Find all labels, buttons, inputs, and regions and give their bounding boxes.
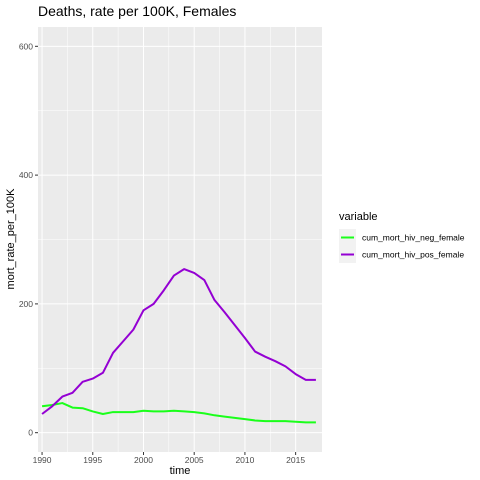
x-axis-title: time (170, 465, 191, 477)
x-tick-label: 1995 (83, 455, 102, 465)
series-line-cum_mort_hiv_neg_female (41, 402, 316, 424)
chart-title: Deaths, rate per 100K, Females (38, 3, 236, 19)
legend-title: variable (339, 211, 378, 223)
legend-label: cum_mort_hiv_neg_female (362, 233, 465, 243)
y-tick-label: 600 (19, 41, 33, 51)
y-tick-label: 0 (28, 428, 33, 438)
x-tick-label: 1990 (33, 455, 52, 465)
x-tick-label: 2010 (235, 455, 254, 465)
grid-major (38, 27, 322, 452)
x-tick-label: 2000 (134, 455, 153, 465)
series-line-cum_mort_hiv_pos_female (41, 268, 316, 415)
grid-minor (38, 27, 322, 452)
legend: variable cum_mort_hiv_neg_female cum_mort… (339, 211, 465, 263)
legend-label: cum_mort_hiv_pos_female (362, 250, 464, 260)
y-axis-title: mort_rate_per_100K (5, 188, 17, 290)
axes-layer: 0 200 400 600 1990 1995 2000 2005 2010 2015 (19, 41, 306, 465)
series-layer (41, 268, 316, 424)
x-tick-label: 2015 (286, 455, 305, 465)
y-tick-label: 400 (19, 170, 33, 180)
y-tick-label: 200 (19, 299, 33, 309)
x-tick-label: 2005 (185, 455, 204, 465)
